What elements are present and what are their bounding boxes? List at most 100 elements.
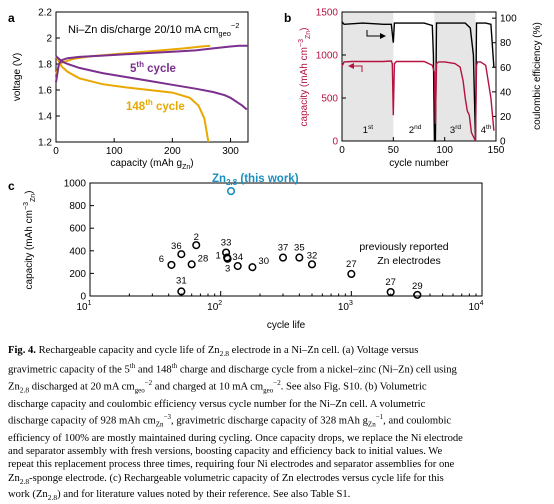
b-xtick-label: 0: [339, 145, 345, 156]
c-data-label: 30: [258, 256, 269, 267]
b-efficiency-line: [341, 21, 495, 142]
c-data-label: 28: [198, 253, 209, 264]
c-data-point: [248, 263, 257, 272]
c-data-label: 32: [307, 250, 318, 261]
a-series-line: [55, 55, 248, 111]
panel-c-letter: c: [8, 179, 15, 193]
panel-a-letter: a: [8, 11, 15, 25]
panel-a-curves: [55, 44, 248, 143]
figure-4: a 2.221.81.61.41.20 100 200 300 Ni–Zn dis/c…: [8, 8, 543, 332]
panel-c-frame: [89, 182, 483, 297]
c-data-point: [307, 260, 317, 269]
c-data-label: 3: [225, 264, 230, 275]
arrow-left-capacity: [348, 63, 363, 72]
c-data-point: [347, 269, 356, 279]
a-series-line: [55, 55, 210, 143]
c-ytick-label: 1000: [64, 179, 87, 190]
b-capacity-line: [341, 60, 495, 142]
c-ytick-label: 200: [69, 269, 86, 280]
b-assembly-label: 1st: [363, 124, 374, 136]
a-xtick-label: 200: [164, 146, 181, 157]
panel-a: a 2.2 2 1.8 1.6 1.4 1.20 100 200 300 Ni–Zn dis/c…: [8, 8, 249, 171]
panel-c-xlabel: cycle life: [267, 320, 306, 331]
b-ytick-right-label: 80: [500, 38, 512, 49]
c-data-point: [413, 290, 422, 299]
c-data-label: 1: [215, 251, 220, 262]
c-data-point: [223, 254, 232, 263]
label-5th-cycle: 5th cycle: [130, 60, 176, 75]
c-data-point: [386, 287, 395, 297]
panel-b-frame: [341, 11, 497, 142]
reported-label-line2: Zn electrodes: [377, 255, 441, 267]
caption-line-4: discharge capacity and coulombic efficie…: [8, 398, 426, 410]
this-work-point: [226, 187, 236, 196]
b-assembly-label: 4th: [481, 124, 492, 136]
panel-a-xlabel: capacity (mAh gZn): [110, 158, 193, 171]
a-ytick-label: 1.2: [38, 138, 52, 149]
c-data-point: [167, 260, 176, 269]
b-ytick-left-label: 500: [321, 94, 338, 105]
c-data-label: 37: [278, 243, 289, 254]
c-ytick-label: 600: [69, 224, 86, 235]
a-xtick-label: 0: [53, 146, 59, 157]
b-ytick-right-label: 20: [500, 112, 512, 123]
c-data-label: 2: [194, 232, 199, 243]
caption-line-8: repeat this replacement process three ti…: [8, 459, 455, 471]
c-data-label: 29: [412, 281, 423, 292]
c-xtick-label: 103: [338, 300, 353, 313]
c-data-label: 27: [385, 277, 396, 288]
reported-label-line1: previously reported: [359, 241, 448, 253]
c-data-label: 31: [176, 275, 187, 286]
panel-c-ylabel: capacity (mAh cm−3Zn): [23, 191, 37, 290]
a-xtick-label: 100: [106, 146, 123, 157]
c-data-label: 35: [294, 243, 305, 254]
panel-b-shading: [342, 12, 476, 141]
panel-b-curves: [341, 21, 495, 142]
c-data-label: 27: [346, 259, 357, 270]
c-data-point: [233, 262, 242, 271]
label-148th-cycle: 148th cycle: [126, 98, 185, 113]
b-assembly-label: 3rd: [450, 124, 461, 136]
caption-line-9: Zn2.8-sponge electrode. (c) Rechargeable…: [8, 472, 444, 486]
arrow-right-efficiency: [366, 30, 386, 39]
c-data-label: 34: [232, 252, 243, 263]
panel-a-ylabel: voltage (V): [12, 53, 23, 101]
panel-b-letter: b: [284, 11, 291, 25]
b-ytick-left-label: 0: [332, 137, 338, 148]
a-ytick-label: 2.2: [38, 8, 52, 19]
b-ytick-right-label: 40: [500, 87, 512, 98]
a-ytick-label: 1.6: [38, 86, 52, 97]
caption-line-2: gravimetric capacity of the 5th and 148t…: [8, 362, 457, 376]
b-xtick-label: 50: [388, 145, 400, 156]
a-xtick-label: 300: [222, 146, 239, 157]
b-shaded-range: [434, 12, 476, 141]
panel-b-ylabel-right: coulombic efficiency (%): [532, 22, 543, 130]
panel-b-xlabel: cycle number: [389, 158, 449, 169]
c-data-point: [295, 253, 304, 262]
c-data-point: [278, 253, 288, 262]
b-ytick-right-label: 100: [500, 14, 517, 25]
a-ytick-label: 1.8: [38, 60, 52, 71]
caption-line-3: Zn2.8 discharged at 20 mA cmgeo−2 and ch…: [8, 379, 427, 395]
c-data-label: 33: [221, 237, 232, 248]
caption-line-10: work (Zn2.8) and for literature values n…: [8, 488, 351, 502]
c-data-point: [192, 241, 201, 250]
b-xtick-label: 150: [488, 145, 505, 156]
c-ytick-label: 0: [80, 292, 86, 303]
c-xtick-label: 104: [468, 300, 483, 313]
c-ytick-label: 800: [69, 201, 86, 212]
b-ytick-right-label: 60: [500, 63, 512, 74]
c-ytick-label: 400: [69, 246, 86, 257]
panel-a-title: Ni–Zn dis/charge 20/10 mA cmgeo−2: [68, 21, 239, 38]
b-ytick-left-label: 1000: [316, 51, 339, 62]
c-data-point: [177, 287, 186, 296]
a-ytick-label: 2: [46, 34, 52, 45]
panel-a-ticks: 2.2 2 1.8 1.6 1.4 1.20 100 200 300: [38, 8, 239, 158]
c-data-point: [187, 260, 196, 269]
caption-line-7: and separator assembly with fresh versio…: [8, 446, 443, 458]
b-xtick-label: 100: [436, 145, 453, 156]
